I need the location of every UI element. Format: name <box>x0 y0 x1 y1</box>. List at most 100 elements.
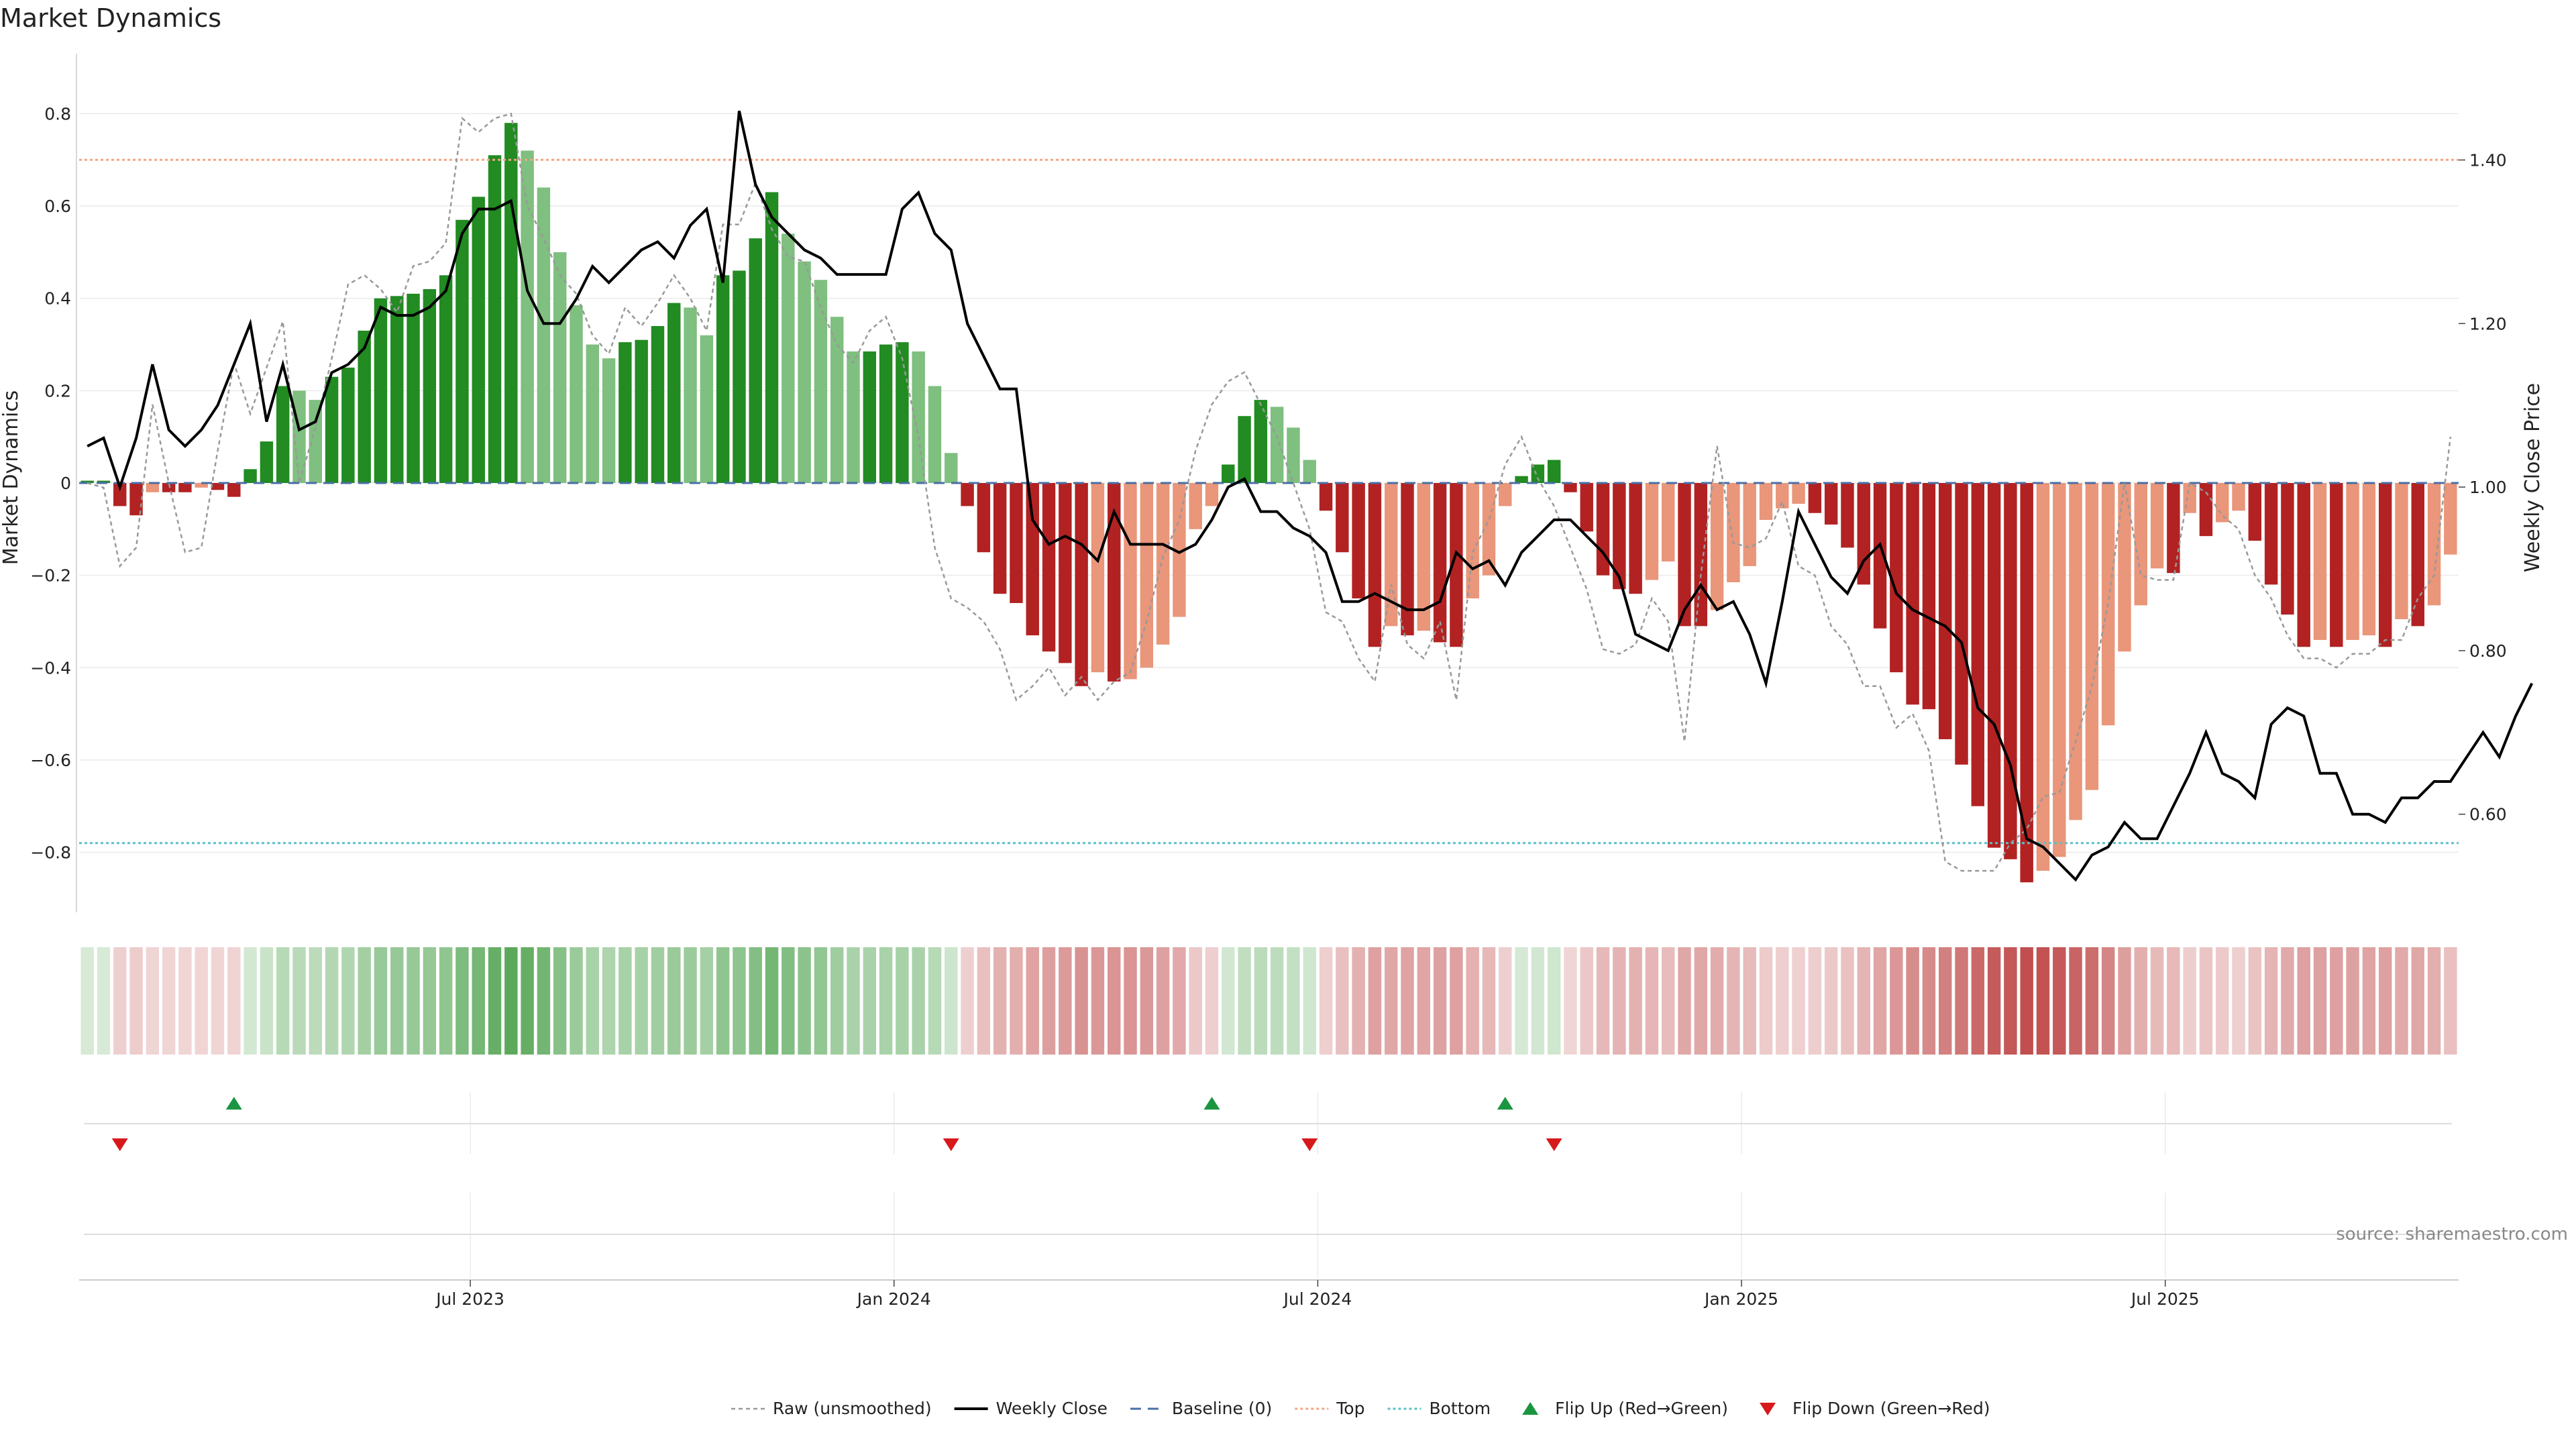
dynamics-bar <box>146 483 160 492</box>
ribbon-cell <box>2444 947 2457 1055</box>
dynamics-bar <box>1026 483 1039 636</box>
dynamics-bar <box>97 480 111 483</box>
dynamics-bar <box>1678 483 1691 627</box>
dynamics-bar <box>2378 483 2392 647</box>
dynamics-bar <box>129 483 143 516</box>
dynamics-bar <box>2150 483 2164 569</box>
x-tick-label: Jul 2023 <box>435 1289 504 1309</box>
dynamics-bar <box>325 376 339 483</box>
dynamics-bar <box>570 305 583 483</box>
ribbon-cell <box>1401 947 1414 1055</box>
dynamics-bar <box>863 351 877 483</box>
dynamics-bar <box>1336 483 1349 553</box>
legend-item-raw: Raw (unsmoothed) <box>731 1399 932 1418</box>
dynamics-bar <box>1629 483 1642 594</box>
dynamics-bar <box>1124 483 1137 680</box>
ribbon-cell <box>1694 947 1708 1055</box>
ribbon-cell <box>830 947 844 1055</box>
dynamics-bar <box>1531 464 1545 483</box>
dynamics-bar <box>488 155 502 484</box>
ribbon-cell <box>1482 947 1496 1055</box>
ribbon-cell <box>244 947 257 1055</box>
dynamics-bar <box>2313 483 2327 640</box>
ribbon-cell <box>227 947 241 1055</box>
ribbon-cell <box>1678 947 1691 1055</box>
dynamics-bar <box>1564 483 1577 492</box>
dynamics-bar <box>455 219 469 483</box>
dynamics-bar <box>1450 483 1463 647</box>
dynamics-bar <box>1368 483 1382 647</box>
ribbon-cell <box>1417 947 1431 1055</box>
x-tick-label: Jul 2024 <box>1283 1289 1352 1309</box>
dynamics-bar <box>260 441 274 483</box>
ribbon-cell <box>1547 947 1561 1055</box>
dynamics-bar <box>1939 483 1952 739</box>
price-lines <box>87 110 2534 882</box>
ribbon-cell <box>1026 947 1039 1055</box>
dynamics-bar <box>1222 464 1235 483</box>
left-tick-label: 0 <box>60 474 71 493</box>
dynamics-bar <box>113 483 127 506</box>
dynamics-bar <box>749 238 762 483</box>
dynamics-bar <box>1384 483 1398 627</box>
dynamics-bar <box>765 192 779 483</box>
left-tick-label: 0.4 <box>44 289 71 309</box>
dynamics-bar <box>2069 483 2082 820</box>
ribbon-cell <box>2101 947 2115 1055</box>
legend-label: Raw (unsmoothed) <box>773 1399 932 1418</box>
source-note: source: sharemaestro.com <box>2336 1224 2568 1244</box>
dynamics-bar <box>945 453 958 483</box>
dynamics-bar <box>586 344 599 483</box>
ribbon-cell <box>439 947 453 1055</box>
dynamics-bar <box>2330 483 2343 647</box>
dynamics-bar <box>553 252 567 483</box>
ribbon-cell <box>2281 947 2294 1055</box>
ribbon-cell <box>1808 947 1822 1055</box>
dynamics-bar <box>1971 483 1985 806</box>
dynamics-bar <box>1352 483 1365 599</box>
ribbon-cell <box>2118 947 2131 1055</box>
dynamics-bar <box>1433 483 1447 643</box>
dynamics-bar <box>244 469 257 483</box>
ribbon-cell <box>2232 947 2245 1055</box>
ribbon-cell <box>1010 947 1023 1055</box>
flip-up-marker <box>225 1097 242 1110</box>
ribbon-cell <box>260 947 274 1055</box>
legend-label: Flip Up (Red→Green) <box>1555 1399 1728 1418</box>
dynamics-bar <box>733 270 746 483</box>
ribbon-cell <box>2264 947 2278 1055</box>
ribbon-cell <box>2427 947 2441 1055</box>
ribbon-cell <box>1287 947 1300 1055</box>
dynamics-bar <box>1238 416 1251 483</box>
dynamics-bar <box>1890 483 1903 673</box>
dynamics-bar <box>977 483 991 553</box>
dynamics-bar <box>2297 483 2310 647</box>
legend-item-close: Weekly Close <box>954 1399 1108 1418</box>
ribbon-cell <box>276 947 290 1055</box>
ribbon-cell <box>1433 947 1447 1055</box>
dynamics-bar <box>1776 483 1789 508</box>
dynamics-bar <box>1987 483 2001 848</box>
dynamics-bar <box>1613 483 1626 590</box>
flip-down-marker <box>943 1138 959 1151</box>
dynamics-bar <box>2134 483 2147 606</box>
dynamics-bar <box>211 483 225 490</box>
ribbon-cell <box>912 947 925 1055</box>
dynamics-bar <box>1645 483 1659 580</box>
ribbon-cell <box>2085 947 2099 1055</box>
ribbon-cell <box>1319 947 1333 1055</box>
ribbon-cell <box>1955 947 1968 1055</box>
dynamics-bar <box>2346 483 2359 640</box>
right-tick-label: 0.60 <box>2469 805 2507 824</box>
ribbon-cell <box>1156 947 1170 1055</box>
ribbon-cell <box>2330 947 2343 1055</box>
ribbon-cell <box>390 947 404 1055</box>
dynamics-bar <box>1759 483 1773 521</box>
dynamics-bar <box>2118 483 2131 652</box>
dynamics-bar <box>651 326 665 483</box>
dynamics-bar <box>2053 483 2066 857</box>
ribbon-cell <box>2167 947 2180 1055</box>
ribbon-cell <box>1270 947 1284 1055</box>
ribbon-cell <box>863 947 877 1055</box>
dynamics-bar <box>684 307 697 483</box>
